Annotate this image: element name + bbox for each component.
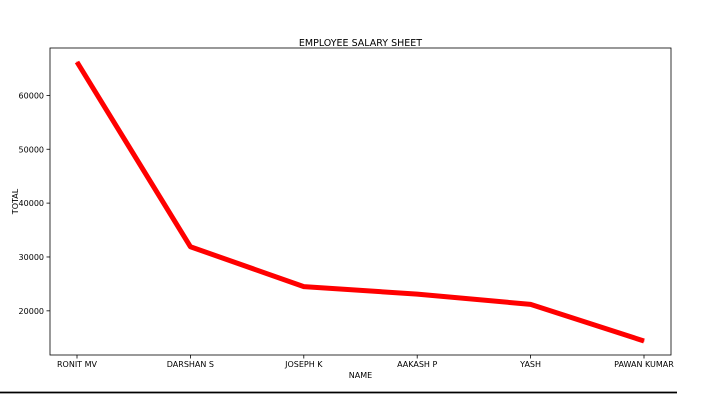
x-tick-label: JOSEPH K [284,360,323,369]
series-layer [74,60,645,344]
data-point [189,246,191,248]
y-axis-title: TOTAL [11,188,20,215]
data-point [643,340,645,342]
x-tick-label: AAKASH P [397,360,437,369]
x-axis-ticks: RONIT MV DARSHAN S JOSEPH K AAKASH P YASH PAW… [57,355,674,369]
y-tick-label: 20000 [19,307,44,316]
y-tick-label: 40000 [19,199,44,208]
y-tick-label: 30000 [19,253,44,262]
data-point [416,293,418,295]
y-tick-label: 60000 [19,91,44,100]
chart-title: EMPLOYEE SALARY SHEET [299,38,422,49]
plot-area [49,47,672,356]
data-point [530,303,532,305]
y-tick-label: 50000 [19,145,44,154]
x-tick-label: DARSHAN S [167,360,214,369]
series-line [74,60,645,344]
x-axis-title: NAME [349,371,372,380]
data-point [76,61,78,63]
y-axis-ticks: 20000 30000 40000 50000 60000 [19,91,50,316]
data-point [303,286,305,288]
x-tick-label: YASH [519,360,541,369]
x-tick-label: RONIT MV [57,360,98,369]
x-tick-label: PAWAN KUMAR [614,360,674,369]
